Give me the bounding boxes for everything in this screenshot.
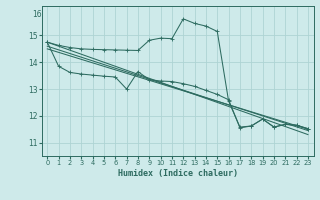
X-axis label: Humidex (Indice chaleur): Humidex (Indice chaleur) [118,169,237,178]
Text: 16: 16 [32,10,42,19]
